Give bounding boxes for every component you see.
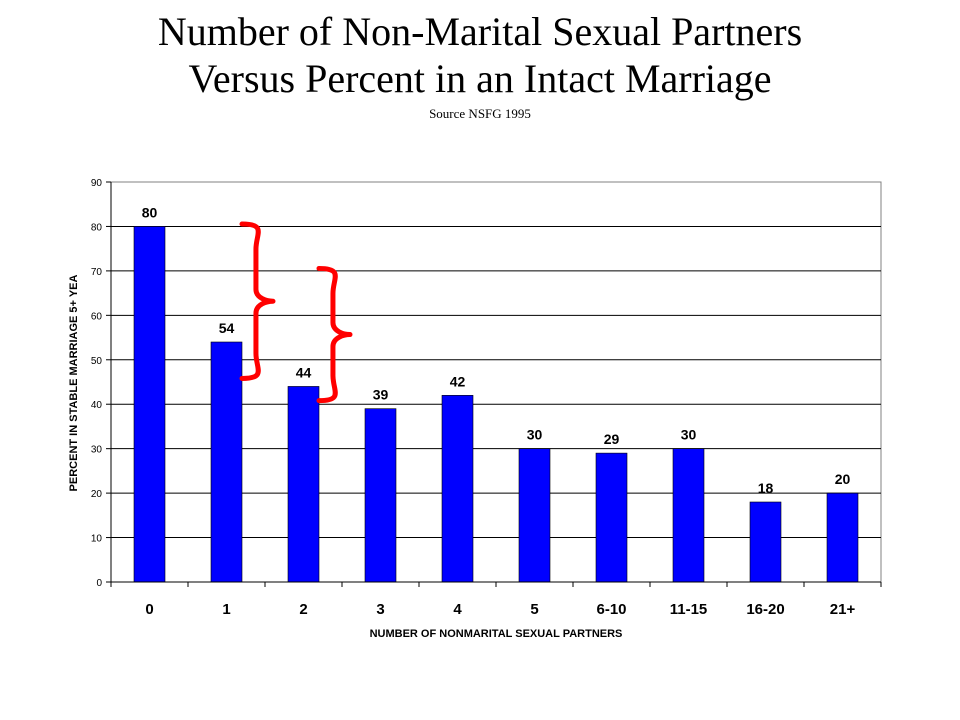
bar [441,395,474,583]
y-tick-label: 50 [91,356,103,367]
bar-data-label: 42 [450,373,466,389]
x-tick-label: 21+ [830,601,856,618]
annotations [239,221,353,404]
bar [595,452,628,583]
bar-data-label: 54 [219,320,235,336]
y-tick-label: 30 [91,445,103,456]
y-tick-label: 70 [91,267,103,278]
y-tick-label: 0 [96,578,102,589]
bar [672,448,705,583]
x-tick-label: 4 [453,601,462,618]
y-tick-label: 90 [91,178,103,189]
slide-source: Source NSFG 1995 [429,106,531,121]
y-axis-ticks: 0 10 20 30 40 50 60 70 80 90 [91,178,112,589]
bar [287,386,320,583]
bar [518,448,551,583]
x-tick-label: 11-15 [670,601,708,618]
bars: 80 54 44 39 42 30 29 30 18 20 [133,204,859,583]
brace-annotation [316,265,353,404]
y-axis-title: PERCENT IN STABLE MARRIAGE 5+ YEA [68,275,80,492]
y-tick-label: 80 [91,222,103,233]
bar [210,341,243,583]
bar-data-label: 44 [296,364,312,380]
x-tick-label: 5 [530,601,538,618]
slide-title: Number of Non-Marital Sexual Partners Ve… [0,8,960,102]
bar [826,492,859,583]
bar-data-label: 30 [681,427,697,443]
x-tick-label: 0 [145,601,153,618]
x-tick-label: 3 [376,601,384,618]
y-tick-label: 60 [91,311,103,322]
bar-data-label: 29 [604,431,620,447]
bar [749,501,782,583]
x-tick-label: 6-10 [596,601,626,618]
bar-data-label: 20 [835,471,851,487]
x-tick-label: 2 [299,601,307,618]
y-tick-label: 40 [91,400,103,411]
y-tick-label: 20 [91,489,103,500]
x-tick-label: 1 [222,601,230,618]
brace-annotation [239,221,276,381]
x-axis-ticks: 0 1 2 3 4 5 6-10 11-15 16-20 21+ [110,581,882,618]
slide-title-line-1: Number of Non-Marital Sexual Partners [157,9,803,54]
bar-data-label: 30 [527,427,543,443]
bar-data-label: 18 [758,480,774,496]
bar-data-label: 39 [373,387,389,403]
bar [364,408,397,583]
y-tick-label: 10 [91,534,103,545]
x-tick-label: 16-20 [746,601,784,618]
bar-data-label: 80 [142,204,158,220]
slide-title-line-2: Versus Percent in an Intact Marriage [188,56,772,101]
x-axis-title: NUMBER OF NONMARITAL SEXUAL PARTNERS [370,628,623,640]
bar [133,226,166,583]
